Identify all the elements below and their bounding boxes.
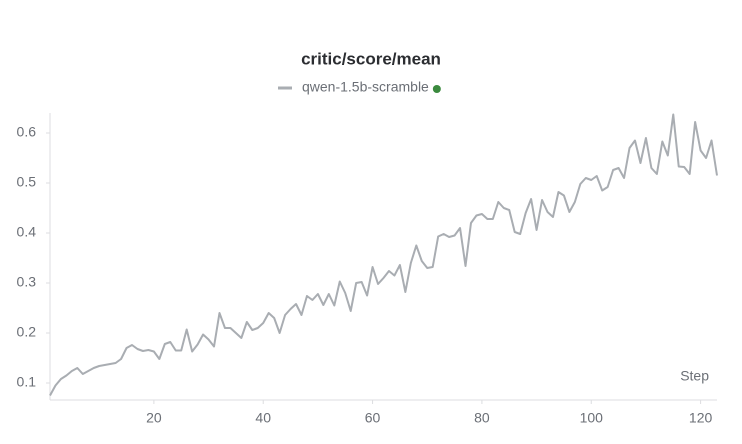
x-tick-label: 60 xyxy=(365,410,381,426)
y-tick-label: 0.6 xyxy=(17,124,37,140)
chart-title: critic/score/mean xyxy=(301,49,441,68)
x-tick-label: 100 xyxy=(580,410,604,426)
legend-status-dot xyxy=(432,85,441,93)
legend-label: qwen-1.5b-scramble xyxy=(302,79,429,95)
x-tick-label: 40 xyxy=(255,410,271,426)
y-tick-label: 0.4 xyxy=(17,224,37,240)
data-line xyxy=(49,113,718,396)
y-tick-label: 0.5 xyxy=(17,174,37,190)
x-tick-label: 80 xyxy=(474,410,490,426)
y-tick-label: 0.3 xyxy=(17,274,37,290)
x-axis-label: Step xyxy=(680,368,709,384)
y-tick-label: 0.1 xyxy=(17,374,37,390)
y-tick-label: 0.2 xyxy=(17,324,37,340)
x-tick-label: 120 xyxy=(689,410,713,426)
x-tick-label: 20 xyxy=(146,410,162,426)
